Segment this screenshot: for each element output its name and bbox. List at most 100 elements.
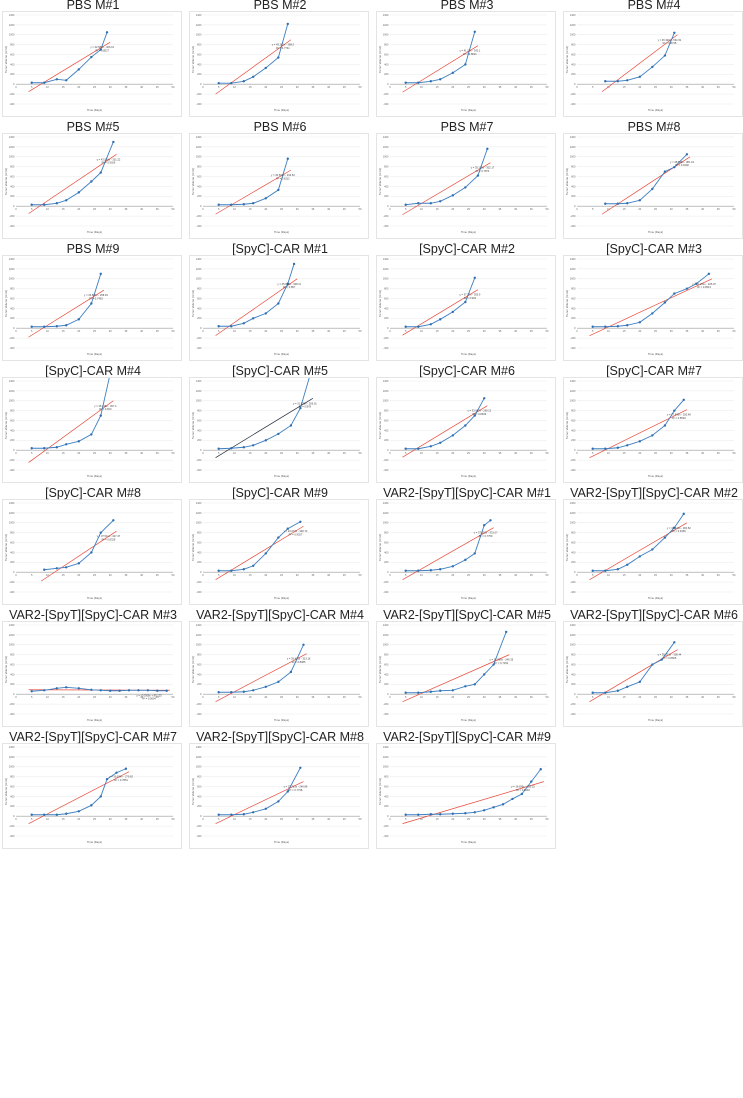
data-point xyxy=(55,325,59,328)
trend-line xyxy=(215,39,292,95)
y-tick-label: -200 xyxy=(383,824,389,828)
trend-line xyxy=(601,34,678,92)
data-point xyxy=(483,524,486,527)
x-tick-label: 20 xyxy=(451,451,454,455)
y-tick-label: 1400 xyxy=(383,501,389,505)
data-point xyxy=(591,447,594,450)
chart-title: PBS M#1 xyxy=(66,0,120,12)
y-tick-label: -200 xyxy=(383,214,389,218)
chart-panel: [SpyC]-CAR M#6 -400 -200 0 200 400 600 800 1000 1… xyxy=(374,364,560,488)
x-tick-label: 20 xyxy=(638,451,641,455)
y-tick-label: -200 xyxy=(9,458,15,462)
y-tick-label: -400 xyxy=(383,102,389,106)
data-point xyxy=(464,424,467,427)
y-tick-label: 800 xyxy=(571,287,576,291)
x-tick-label: 15 xyxy=(436,817,439,821)
y-axis-label: Tumor Volume (mm3) xyxy=(4,778,8,805)
plot-frame xyxy=(376,255,556,361)
x-tick-label: 0 xyxy=(15,329,17,333)
x-tick-label: 15 xyxy=(436,329,439,333)
x-tick-label: 30 xyxy=(109,451,112,455)
data-point xyxy=(277,188,280,192)
plot-area xyxy=(589,398,688,458)
data-point xyxy=(682,512,685,516)
data-point xyxy=(77,191,81,194)
data-point xyxy=(252,811,255,814)
data-point xyxy=(663,536,667,539)
x-tick-label: 5 xyxy=(405,329,407,333)
y-tick-label: 800 xyxy=(384,287,389,291)
data-point xyxy=(127,689,131,692)
y-tick-label: 200 xyxy=(10,194,15,198)
x-tick-label: 15 xyxy=(62,817,65,821)
x-axis-label: Time (Days) xyxy=(648,108,663,112)
data-point xyxy=(43,81,46,84)
x-tick-label: 40 xyxy=(701,329,704,333)
x-tick-label: 5 xyxy=(405,85,407,89)
x-tick-label: 40 xyxy=(514,573,517,577)
y-tick-label: -200 xyxy=(9,336,15,340)
x-tick-label: 0 xyxy=(389,207,391,211)
data-point xyxy=(30,690,33,693)
y-tick-label: -200 xyxy=(9,824,15,828)
data-point xyxy=(616,689,620,692)
x-tick-label: 5 xyxy=(405,695,407,699)
x-tick-label: 45 xyxy=(717,451,720,455)
x-tick-label: 45 xyxy=(156,85,159,89)
data-point xyxy=(242,446,246,449)
x-tick-label: 30 xyxy=(109,817,112,821)
y-tick-label: -200 xyxy=(570,458,576,462)
x-tick-label: 20 xyxy=(77,695,80,699)
plot-area xyxy=(28,767,130,824)
y-tick-label: 800 xyxy=(197,165,202,169)
y-tick-label: 1000 xyxy=(570,521,576,525)
chart-panel: PBS M#7 -400 -200 0 200 400 600 800 1000 1200 1400… xyxy=(374,120,560,244)
x-axis-label: Time (Days) xyxy=(87,840,102,844)
data-point xyxy=(264,439,267,442)
y-tick-label: 1400 xyxy=(196,501,202,505)
x-tick-label: 45 xyxy=(717,207,720,211)
chart-title: VAR2-[SpyT][SpyC]-CAR M#9 xyxy=(383,730,551,744)
x-tick-label: 40 xyxy=(140,451,143,455)
x-tick-label: 5 xyxy=(218,573,220,577)
x-tick-label: 35 xyxy=(311,451,314,455)
x-tick-label: 45 xyxy=(717,695,720,699)
trend-line xyxy=(28,41,111,92)
x-tick-label: 5 xyxy=(405,451,407,455)
x-tick-label: 10 xyxy=(607,451,610,455)
x-tick-label: 20 xyxy=(77,85,80,89)
data-point xyxy=(90,804,93,807)
x-tick-label: 35 xyxy=(311,817,314,821)
chart-panel: VAR2-[SpyT][SpyC]-CAR M#9 -400 -200 0 200 400… xyxy=(374,730,560,854)
y-tick-label: 600 xyxy=(571,296,576,300)
x-tick-label: 5 xyxy=(592,451,594,455)
data-point xyxy=(429,813,433,816)
x-tick-label: 50 xyxy=(546,573,549,577)
x-tick-label: 25 xyxy=(467,85,470,89)
y-tick-label: 800 xyxy=(384,409,389,413)
series-line xyxy=(218,644,304,693)
x-tick-label: 40 xyxy=(701,451,704,455)
y-tick-label: 800 xyxy=(197,409,202,413)
data-point xyxy=(685,153,689,156)
x-tick-label: 5 xyxy=(31,817,33,821)
y-tick-label: 0 xyxy=(200,814,202,818)
data-point xyxy=(43,203,46,206)
data-point xyxy=(299,520,302,523)
x-axis-label: Time (Days) xyxy=(648,718,663,722)
x-tick-label: 25 xyxy=(654,695,657,699)
x-tick-label: 50 xyxy=(546,85,549,89)
x-tick-label: 50 xyxy=(733,695,736,699)
y-tick-label: 400 xyxy=(571,550,576,554)
data-point xyxy=(156,689,159,692)
data-point xyxy=(109,689,112,692)
x-tick-label: 50 xyxy=(172,207,175,211)
y-tick-label: -200 xyxy=(196,580,202,584)
x-axis-label: Time (Days) xyxy=(274,596,289,600)
x-tick-label: 45 xyxy=(343,573,346,577)
x-tick-label: 35 xyxy=(124,695,127,699)
data-point xyxy=(77,68,81,71)
x-tick-label: 30 xyxy=(296,207,299,211)
